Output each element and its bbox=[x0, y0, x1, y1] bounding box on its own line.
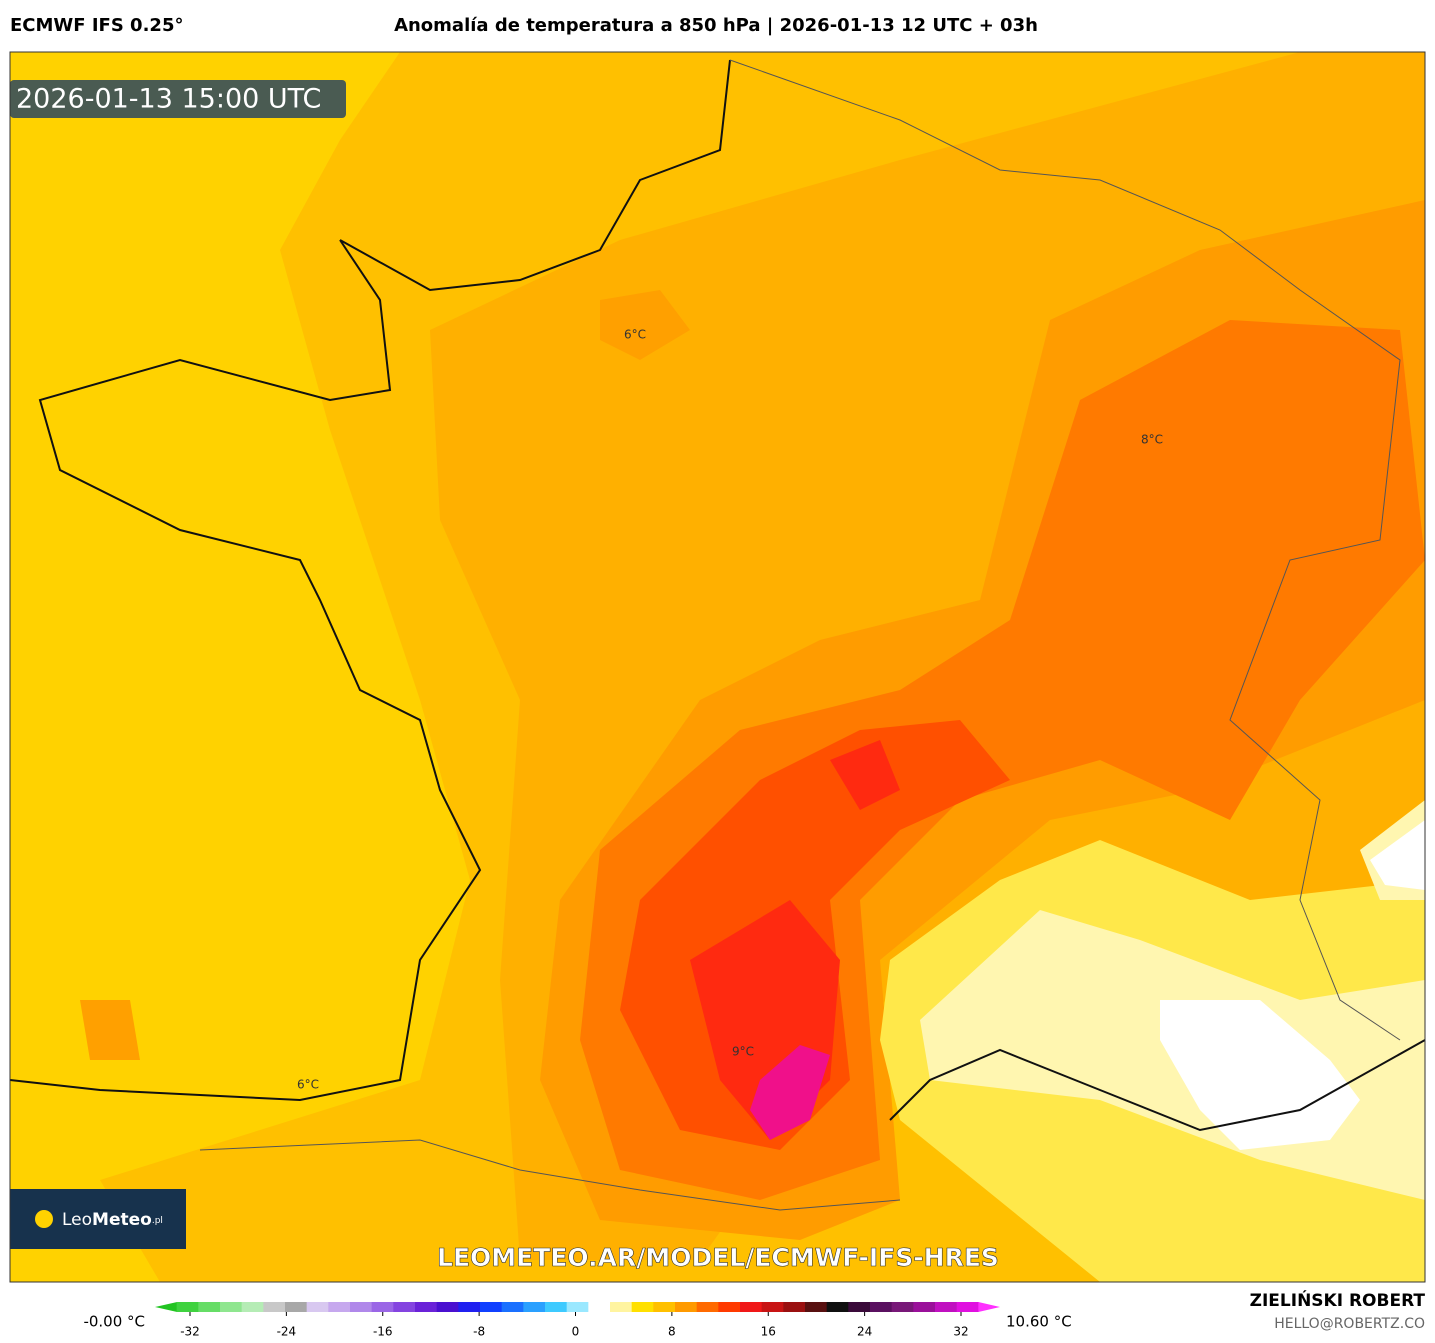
author-email: HELLO@ROBERTZ.CO bbox=[1274, 1316, 1425, 1332]
colorbar-tick-label: 32 bbox=[953, 1325, 968, 1339]
author-name: ZIELIŃSKI ROBERT bbox=[1250, 1289, 1426, 1311]
colorbar-tick-label: -16 bbox=[373, 1325, 393, 1339]
colorbar-segment bbox=[523, 1302, 546, 1312]
timestamp-box bbox=[10, 80, 346, 118]
colorbar-tick-label: 24 bbox=[857, 1325, 872, 1339]
colorbar-segment bbox=[891, 1302, 914, 1312]
colorbar-tick-label: 8 bbox=[668, 1325, 676, 1339]
colorbar-segment bbox=[436, 1302, 459, 1312]
colorbar-segment bbox=[285, 1302, 308, 1312]
colorbar-segment bbox=[328, 1302, 351, 1312]
logo-brand-bold: Meteo bbox=[92, 1210, 152, 1230]
colorbar-segment bbox=[870, 1302, 893, 1312]
colorbar-segment bbox=[371, 1302, 394, 1312]
colorbar-segment bbox=[740, 1302, 763, 1312]
colorbar-segment bbox=[718, 1302, 741, 1312]
logo-sun bbox=[35, 1210, 53, 1228]
colorbar-tick-label: -32 bbox=[180, 1325, 200, 1339]
colorbar-segment bbox=[566, 1302, 589, 1312]
colorbar-min: -0.00 °C bbox=[83, 1313, 145, 1331]
contour-label: 9°C bbox=[732, 1045, 754, 1059]
colorbar-segment bbox=[935, 1302, 958, 1312]
colorbar-tick-label: 16 bbox=[761, 1325, 776, 1339]
map-frame bbox=[9, 51, 1426, 1283]
colorbar-end bbox=[155, 1302, 178, 1312]
colorbar-segment bbox=[653, 1302, 676, 1312]
colorbar-segment bbox=[675, 1302, 698, 1312]
colorbar-tick-label: -8 bbox=[473, 1325, 485, 1339]
colorbar-segment bbox=[848, 1302, 871, 1312]
colorbar-segment bbox=[415, 1302, 438, 1312]
colorbar-tick-label: 0 bbox=[572, 1325, 580, 1339]
colorbar-segment bbox=[263, 1302, 286, 1312]
logo-brand: Leo bbox=[62, 1210, 92, 1230]
colorbar-segment bbox=[220, 1302, 243, 1312]
colorbar-segment bbox=[610, 1302, 633, 1312]
colorbar-segment bbox=[826, 1302, 849, 1312]
contour-label: 6°C bbox=[297, 1078, 319, 1092]
colorbar-segment bbox=[783, 1302, 806, 1312]
colorbar-segment bbox=[545, 1302, 568, 1312]
watermark: LEOMETEO.AR/MODEL/ECMWF-IFS-HRES bbox=[437, 1243, 999, 1272]
colorbar-segment bbox=[956, 1302, 979, 1312]
colorbar-segment bbox=[393, 1302, 416, 1312]
colorbar-segment bbox=[501, 1302, 524, 1312]
colorbar-segment bbox=[241, 1302, 264, 1312]
colorbar-max: 10.60 °C bbox=[1006, 1313, 1072, 1331]
map: 6°C 8°C 9°C 6°C 2026-01-13 15:00 UTC Leo… bbox=[10, 52, 1425, 1282]
timestamp: 2026-01-13 15:00 UTC bbox=[16, 84, 321, 115]
colorbar-segment bbox=[306, 1302, 329, 1312]
colorbar-segment bbox=[805, 1302, 828, 1312]
map-title: Anomalía de temperatura a 850 hPa | 2026… bbox=[394, 15, 1038, 36]
colorbar-segment bbox=[913, 1302, 936, 1312]
colorbar-segment bbox=[480, 1302, 503, 1312]
colorbar-segment bbox=[631, 1302, 654, 1312]
colorbar-segment bbox=[588, 1302, 611, 1312]
colorbar-segment bbox=[198, 1302, 221, 1312]
colorbar-segment bbox=[350, 1302, 373, 1312]
logo-suffix: .pl bbox=[152, 1216, 163, 1226]
contour-label: 6°C bbox=[624, 328, 646, 342]
colorbar-segment bbox=[761, 1302, 784, 1312]
colorbar-end bbox=[978, 1302, 1000, 1312]
logo: LeoMeteo.pl bbox=[62, 1210, 163, 1230]
colorbar-segment bbox=[176, 1302, 199, 1312]
colorbar-segment bbox=[696, 1302, 719, 1312]
colorbar-segment bbox=[458, 1302, 481, 1312]
model-name: ECMWF IFS 0.25° bbox=[10, 15, 183, 36]
colorbar: -32 -24 -16 -8 0 8 16 24 32 bbox=[155, 1302, 1000, 1339]
colorbar-tick-label: -24 bbox=[277, 1325, 297, 1339]
contour-label: 8°C bbox=[1141, 433, 1163, 447]
